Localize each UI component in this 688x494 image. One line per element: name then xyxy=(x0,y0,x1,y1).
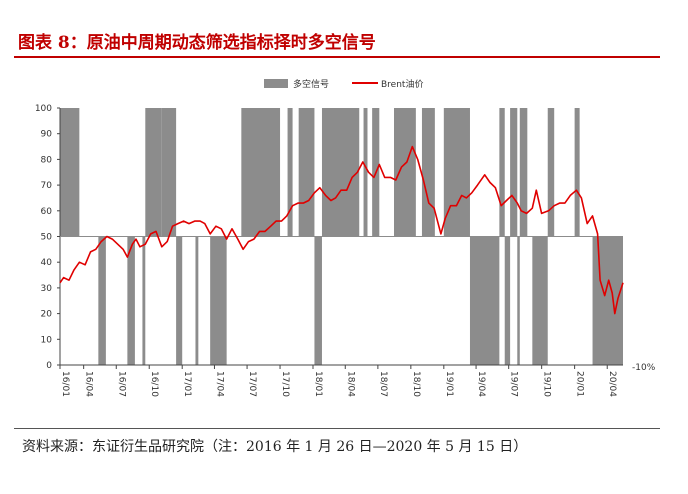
signal-long-bar xyxy=(145,108,162,237)
signal-short-bar xyxy=(517,236,520,365)
x-tick-label: 18/07 xyxy=(378,371,388,397)
chart-canvas: 0 10 20 30 40 50 60 70 80 90 100 16/01 16/04 16/07 16/… xyxy=(35,78,656,397)
signal-short-bar xyxy=(210,236,227,365)
x-tick-label: 17/04 xyxy=(214,371,224,397)
signal-long-bar xyxy=(574,108,580,237)
x-tick-label: 19/10 xyxy=(542,371,552,397)
y-tick-label: 50 xyxy=(41,233,53,243)
signal-short-bar xyxy=(195,236,199,365)
signal-long-bar xyxy=(363,108,368,237)
y-tick-label: 30 xyxy=(41,284,53,294)
x-tick-label: 16/04 xyxy=(84,371,94,397)
brent-price-line xyxy=(59,145,624,315)
x-tick-label: 17/01 xyxy=(182,371,192,397)
legend-swatch-signal xyxy=(264,79,288,88)
signal-long-bar xyxy=(60,108,80,237)
x-tick-label: 18/10 xyxy=(411,371,421,397)
x-tick-label: 16/10 xyxy=(149,371,159,397)
source-note: 资料来源：东证衍生品研究院（注：2016 年 1 月 26 日—2020 年 5… xyxy=(22,439,528,455)
y-tick-label: 90 xyxy=(41,130,53,140)
signal-short-bar xyxy=(592,236,623,365)
y-tick-label: 40 xyxy=(41,258,53,268)
x-tick-label: 19/01 xyxy=(444,371,454,397)
y-tick-label: 80 xyxy=(41,155,53,165)
signal-short-bar xyxy=(504,236,511,365)
signal-long-bar xyxy=(161,108,177,237)
y-tick-label: 70 xyxy=(41,181,53,191)
signal-long-bar xyxy=(499,108,505,237)
source-divider xyxy=(14,428,660,429)
signal-long-bar xyxy=(241,108,281,237)
signal-long-bar xyxy=(298,108,315,237)
figure-title: 图表 8：原油中周期动态筛选指标择时多空信号 xyxy=(18,33,376,53)
signal-long-bar xyxy=(287,108,293,237)
x-tick-label: 19/07 xyxy=(509,371,519,397)
signal-long-bar xyxy=(547,108,555,237)
x-tick-label: 17/10 xyxy=(280,371,290,397)
x-tick-label: 20/04 xyxy=(607,371,617,397)
x-tick-label: 19/04 xyxy=(476,371,486,397)
y-tick-label: 60 xyxy=(41,207,53,217)
signal-long-bar xyxy=(443,108,470,237)
y-tick-label: 100 xyxy=(35,104,52,114)
x-tick-label: 20/01 xyxy=(575,371,585,397)
signal-long-bar xyxy=(519,108,528,237)
legend: 多空信号 Brent油价 xyxy=(264,78,423,90)
legend-label-brent: Brent油价 xyxy=(381,78,423,90)
signal-short-bar xyxy=(469,236,500,365)
axes-layer xyxy=(57,107,623,369)
signal-short-bar xyxy=(98,236,106,365)
y-tick-label: 20 xyxy=(41,310,53,320)
signal-long-bar xyxy=(321,108,360,237)
x-tick-label: 18/04 xyxy=(345,371,355,397)
signal-long-bar xyxy=(421,108,435,237)
x-tick-label: 18/01 xyxy=(313,371,323,397)
x-tick-label: 17/07 xyxy=(247,371,257,397)
y-tick-label: 10 xyxy=(41,335,53,345)
x-tick-label: 16/01 xyxy=(60,371,70,397)
signal-short-bar xyxy=(532,236,548,365)
legend-label-signal: 多空信号 xyxy=(293,78,329,90)
signal-short-bar xyxy=(176,236,183,365)
signal-short-bar xyxy=(142,236,146,365)
right-axis-label: -10% xyxy=(632,363,656,373)
signal-short-bar xyxy=(314,236,322,365)
tick-label-layer: 0 10 20 30 40 50 60 70 80 90 100 16/01 16/04 16/07 16/… xyxy=(35,104,617,397)
title-divider xyxy=(14,56,660,58)
signal-long-bar xyxy=(394,108,416,237)
brent-line-layer xyxy=(59,145,624,315)
y-tick-label: 0 xyxy=(46,361,52,371)
x-tick-label: 16/07 xyxy=(116,371,126,397)
signal-short-bar xyxy=(127,236,135,365)
signal-long-bar xyxy=(510,108,518,237)
